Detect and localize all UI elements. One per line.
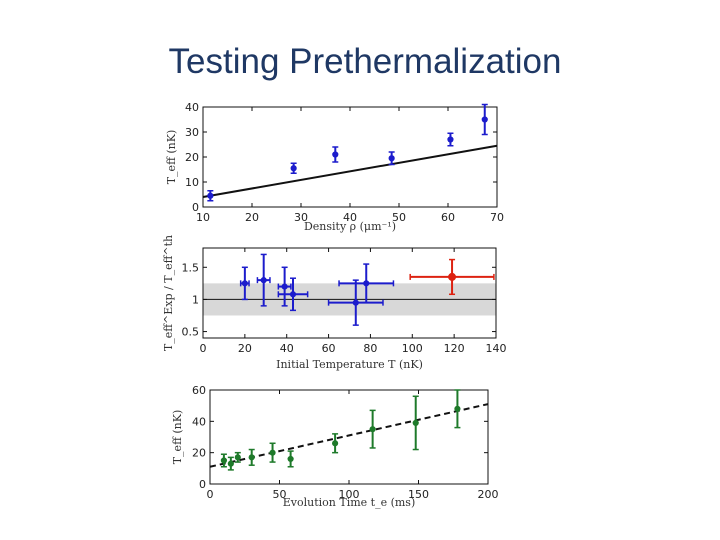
x-tick-label: 50 xyxy=(392,211,406,224)
x-tick-label: 40 xyxy=(343,211,357,224)
data-point xyxy=(332,151,339,158)
plot-frame xyxy=(202,106,498,208)
data-point xyxy=(369,426,376,433)
slide-title: Testing Prethermalization xyxy=(168,42,562,81)
x-tick-label: 10 xyxy=(196,211,210,224)
data-point xyxy=(363,280,370,287)
data-point xyxy=(281,283,288,290)
plot-frame xyxy=(209,389,489,485)
chart-3: 0 50 100 150 200 0 20 40 60 Evolution Time t_e (m… xyxy=(171,384,499,509)
x-tick-label: 50 xyxy=(273,488,287,501)
data-point xyxy=(454,405,461,412)
data-point xyxy=(260,277,267,284)
y-tick-label: 1.5 xyxy=(182,261,200,274)
data-point xyxy=(388,155,395,162)
data-point xyxy=(287,455,294,463)
x-tick-label: 20 xyxy=(238,342,252,355)
data-point xyxy=(447,136,454,143)
x-tick-label: 120 xyxy=(444,342,465,355)
fit-line xyxy=(209,403,489,468)
data-point xyxy=(241,280,248,287)
y-tick-label: 10 xyxy=(185,176,199,189)
x-tick-label: 200 xyxy=(478,488,499,501)
data-point xyxy=(332,440,339,447)
x-tick-label: 0 xyxy=(200,342,207,355)
x-tick-label: 70 xyxy=(490,211,504,224)
data-point xyxy=(220,457,227,464)
x-tick-label: 100 xyxy=(339,488,360,501)
x-tick-label: 60 xyxy=(441,211,455,224)
x-tick-label: 40 xyxy=(280,342,294,355)
data-point xyxy=(289,291,297,298)
data-point xyxy=(412,419,419,426)
y-axis-label: T_eff^Exp / T_eff^th xyxy=(162,235,175,351)
fit-line xyxy=(202,144,498,198)
x-axis-label: Density ρ (μm⁻¹) xyxy=(304,220,396,233)
y-tick-label: 60 xyxy=(192,384,206,397)
y-tick-label: 40 xyxy=(192,415,206,428)
x-tick-label: 140 xyxy=(486,342,507,355)
y-tick-label: 20 xyxy=(192,447,206,460)
data-point xyxy=(207,192,214,199)
y-tick-label: 20 xyxy=(185,151,199,164)
x-tick-label: 150 xyxy=(408,488,429,501)
x-axis-label: Evolution Time t_e (ms) xyxy=(283,496,416,509)
x-tick-label: 30 xyxy=(294,211,308,224)
chart-2: 0 20 40 60 80 100 120 140 0.5 1 1.5 Initial Tempera… xyxy=(162,235,507,371)
data-point xyxy=(352,299,359,306)
x-tick-label: 80 xyxy=(363,342,377,355)
plot-frame xyxy=(202,247,497,339)
x-tick-label: 0 xyxy=(207,488,214,501)
data-point xyxy=(481,116,488,123)
y-tick-label: 0 xyxy=(199,478,206,491)
y-tick-label: 0 xyxy=(192,201,199,214)
data-point xyxy=(290,165,297,172)
x-tick-label: 20 xyxy=(245,211,259,224)
y-tick-label: 1 xyxy=(192,293,199,306)
y-tick-label: 0.5 xyxy=(182,326,200,339)
data-point xyxy=(248,454,255,461)
y-tick-label: 30 xyxy=(185,126,199,139)
y-axis-label: T_eff (nK) xyxy=(165,130,178,185)
x-tick-label: 60 xyxy=(322,342,336,355)
data-point xyxy=(234,454,241,461)
y-tick-label: 40 xyxy=(185,101,199,114)
data-point xyxy=(448,272,457,281)
data-point xyxy=(269,449,276,456)
y-axis-label: T_eff (nK) xyxy=(171,410,184,465)
x-tick-label: 100 xyxy=(402,342,423,355)
x-axis-label: Initial Temperature T (nK) xyxy=(276,358,423,371)
data-point xyxy=(227,460,234,467)
